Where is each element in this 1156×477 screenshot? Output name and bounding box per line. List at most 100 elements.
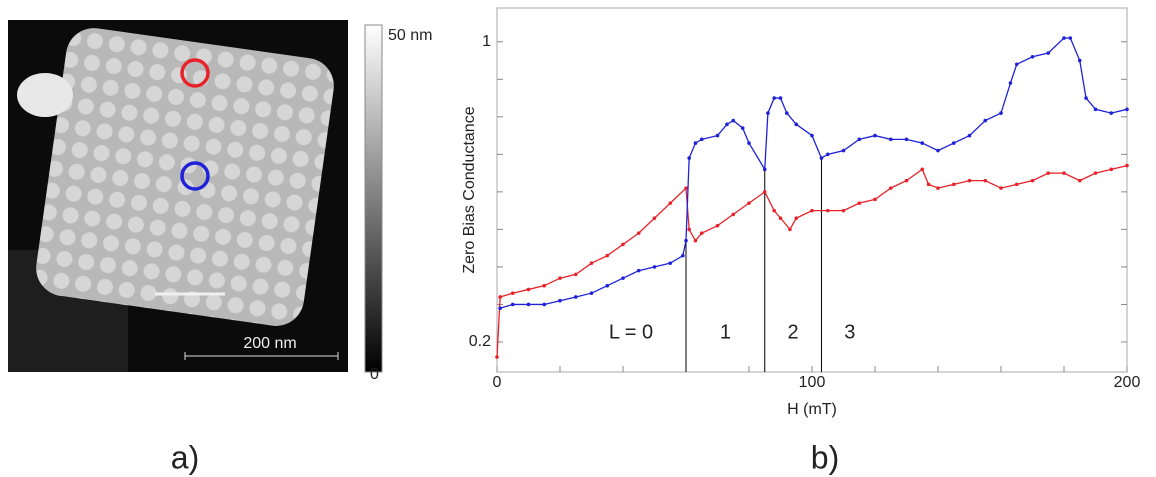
data-point	[1068, 36, 1073, 40]
data-point	[687, 227, 691, 232]
y-tick-label: 1	[482, 33, 491, 50]
data-point	[636, 268, 641, 273]
colorbar-max: 50 nm	[388, 27, 432, 44]
data-point	[495, 355, 499, 359]
data-point	[1030, 54, 1035, 59]
data-point	[510, 291, 515, 295]
region-label: L = 0	[609, 321, 653, 343]
data-point	[999, 111, 1003, 115]
data-point	[936, 186, 940, 190]
data-point	[778, 216, 783, 220]
data-point	[652, 265, 657, 269]
data-point	[999, 186, 1003, 190]
data-point	[873, 133, 877, 138]
y-axis-label: Zero Bias Conductance	[461, 106, 478, 273]
data-point	[794, 216, 799, 220]
data-point	[687, 156, 691, 160]
data-point	[857, 137, 862, 142]
plot: 0.2 1 0 100 200 L = 0 1 2 3	[469, 7, 1140, 391]
data-point	[904, 178, 909, 183]
data-point	[699, 137, 704, 142]
region-label: 1	[720, 321, 731, 343]
data-point	[1125, 107, 1129, 112]
data-point	[967, 133, 972, 138]
x-tick-label: 100	[799, 374, 826, 391]
data-point	[810, 133, 814, 138]
x-axis-label: H (mT)	[787, 401, 837, 418]
data-point	[747, 141, 751, 145]
data-point	[693, 141, 698, 145]
data-point	[510, 302, 515, 307]
region-label: 3	[844, 321, 855, 343]
data-point	[1046, 51, 1051, 55]
data-point	[762, 167, 767, 172]
data-point	[558, 276, 562, 280]
data-point	[731, 212, 736, 217]
data-point	[621, 242, 625, 247]
data-point	[684, 238, 688, 243]
data-point	[920, 141, 925, 145]
data-point	[951, 141, 956, 145]
x-tick-label: 0	[493, 374, 502, 391]
panel-label: b)	[811, 439, 839, 475]
data-point	[810, 208, 814, 213]
data-point	[1084, 96, 1088, 100]
series-line	[499, 37, 1128, 309]
data-point	[825, 152, 830, 157]
data-point	[652, 216, 657, 220]
data-point	[766, 111, 770, 115]
data-point	[920, 167, 925, 172]
data-point	[841, 148, 846, 153]
data-point	[762, 190, 767, 194]
data-point	[841, 208, 846, 213]
colorbar	[364, 24, 383, 373]
data-point	[573, 295, 578, 299]
data-point	[558, 298, 562, 303]
data-point	[1014, 62, 1019, 67]
colorbar-min: 0	[370, 366, 379, 383]
data-point	[684, 186, 688, 190]
data-point	[788, 227, 792, 232]
y-tick-label: 0.2	[469, 333, 491, 350]
data-point	[1093, 107, 1098, 112]
data-point	[681, 253, 685, 258]
data-point	[1093, 171, 1098, 175]
series-line	[496, 164, 1128, 358]
data-point	[904, 137, 909, 142]
data-point	[1109, 111, 1114, 115]
data-point	[542, 302, 547, 307]
data-point	[621, 276, 625, 280]
data-point	[772, 208, 776, 213]
region-label: 2	[788, 321, 799, 343]
data-point	[740, 126, 745, 130]
data-point	[668, 201, 673, 205]
data-point	[715, 133, 720, 138]
data-point	[888, 137, 893, 142]
data-point	[1030, 178, 1035, 183]
data-point	[825, 208, 830, 213]
data-point	[1109, 167, 1114, 172]
data-point	[857, 201, 862, 205]
data-point	[967, 178, 972, 183]
data-point	[1046, 171, 1051, 175]
data-point	[526, 302, 531, 307]
data-point	[1125, 163, 1129, 168]
data-point	[983, 178, 988, 183]
data-point	[951, 182, 956, 187]
data-point	[819, 156, 824, 160]
data-point	[589, 291, 594, 295]
data-point	[888, 186, 893, 190]
afm-image: 200 nm	[8, 20, 348, 372]
panel-label: a)	[171, 439, 199, 475]
data-point	[785, 111, 789, 115]
scale-bar-label: 200 nm	[243, 335, 296, 352]
data-point	[526, 287, 531, 292]
data-point	[605, 253, 610, 258]
data-point	[1077, 58, 1082, 63]
data-point	[605, 283, 610, 288]
data-point	[668, 261, 673, 265]
data-point	[778, 96, 783, 100]
data-point	[731, 118, 736, 123]
data-point	[589, 261, 594, 265]
